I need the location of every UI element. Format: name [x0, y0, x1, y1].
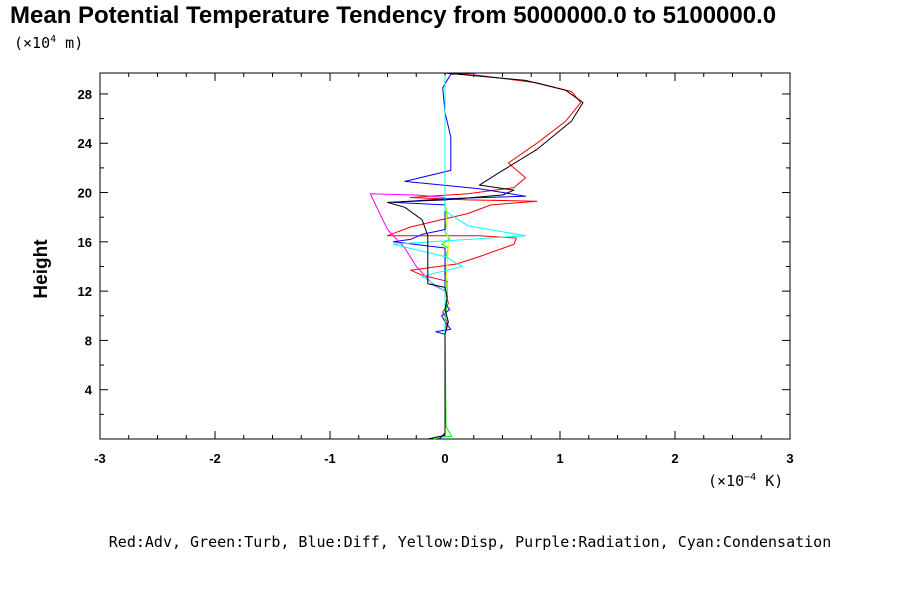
x-axis-unit: (×10−4 K) [708, 472, 783, 490]
series-line-diff [392, 72, 526, 440]
x-tick-label: 3 [786, 451, 793, 466]
x-tick-label: 2 [671, 451, 678, 466]
y-tick-label: 24 [78, 136, 93, 151]
x-tick-label: -1 [324, 451, 336, 466]
y-tick-label: 12 [78, 284, 92, 299]
x-tick-label: 0 [441, 451, 448, 466]
series-line-condensation [392, 75, 526, 439]
series-line-total [387, 72, 584, 440]
y-tick-label: 20 [78, 186, 92, 201]
y-tick-label: 8 [85, 333, 92, 348]
y-tick-label: 16 [78, 235, 92, 250]
series-line-adv [387, 72, 582, 439]
chart-title: Mean Potential Temperature Tendency from… [10, 2, 777, 29]
y-tick-label: 4 [85, 383, 93, 398]
axis-ticks [99, 73, 791, 439]
x-unit-exponent: −4 [744, 472, 757, 483]
y-unit-suffix: m) [56, 34, 84, 52]
series-lines [369, 72, 584, 440]
x-unit-prefix: (×10 [708, 472, 745, 490]
legend-text: Red:Adv, Green:Turb, Blue:Diff, Yellow:D… [108, 533, 832, 551]
y-tick-label: 28 [78, 87, 92, 102]
x-tick-label: -2 [209, 451, 221, 466]
y-unit-prefix: (×10 [14, 34, 51, 52]
series-line-radiation [369, 75, 446, 439]
y-axis-unit: (×104 m) [14, 34, 83, 52]
x-unit-suffix: K) [756, 472, 784, 490]
x-tick-label: 1 [556, 451, 563, 466]
x-tick-label: -3 [94, 451, 106, 466]
y-unit-exponent: 4 [50, 34, 57, 45]
